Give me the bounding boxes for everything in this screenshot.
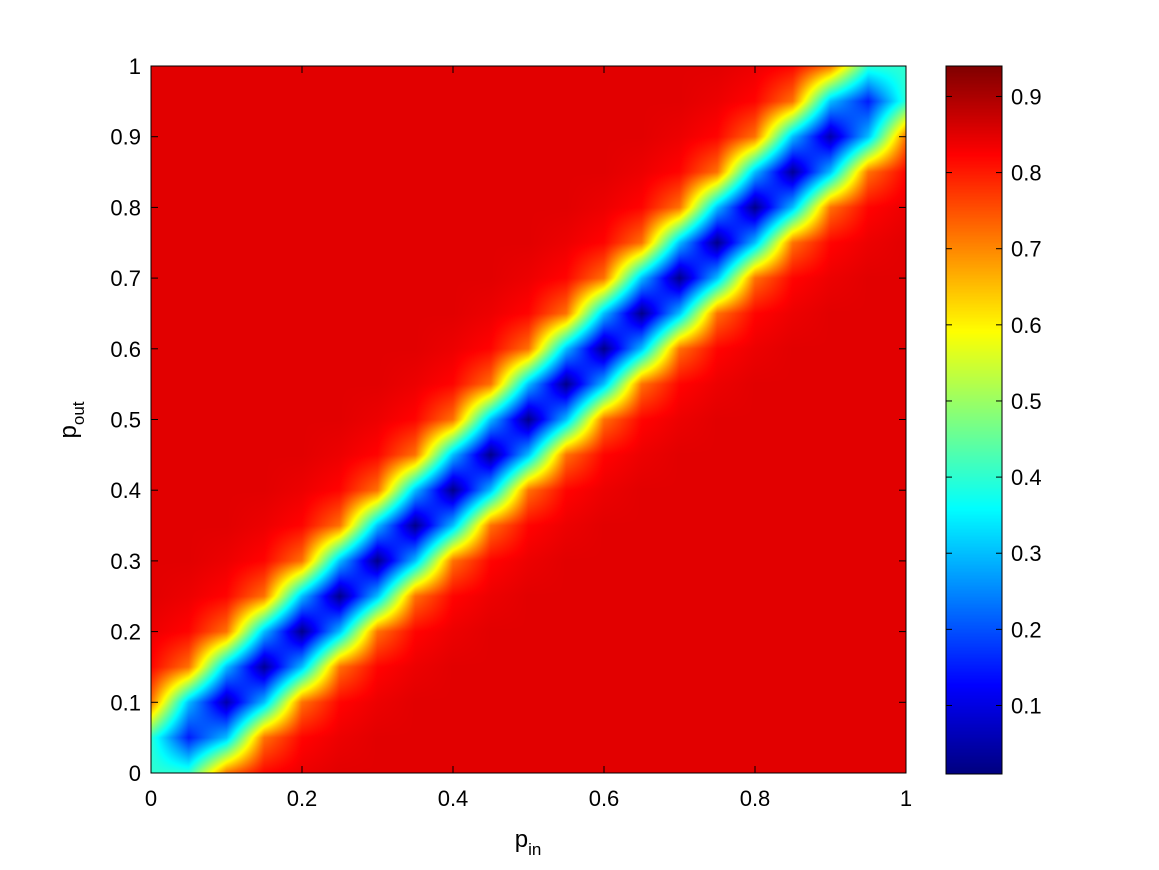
y-tick-label: 0.3 <box>110 549 141 574</box>
heatmap-plot: 0 0.2 0.4 0.6 0.8 1 0 0.1 0.2 0.3 0.4 0.5 0.6 0.7 0.8… <box>55 54 912 859</box>
y-axis: 0 0.1 0.2 0.3 0.4 0.5 0.6 0.7 0.8 0.9 1 <box>110 54 906 786</box>
y-tick-label: 0 <box>129 761 141 786</box>
colorbar-tick-label: 0.3 <box>1011 541 1042 566</box>
colorbar-tick-label: 0.1 <box>1011 693 1042 718</box>
y-tick-label: 0.6 <box>110 337 141 362</box>
x-tick-label: 0.6 <box>589 786 620 811</box>
colorbar-tick-label: 0.8 <box>1011 161 1042 186</box>
y-tick-label: 0.5 <box>110 408 141 433</box>
y-tick-label: 0.7 <box>110 266 141 291</box>
y-tick-label: 0.2 <box>110 620 141 645</box>
heatmap-surface <box>151 66 906 773</box>
colorbar-frame <box>945 65 1003 775</box>
x-tick-label: 0.4 <box>438 786 469 811</box>
colorbar-gradient <box>946 66 1002 774</box>
y-tick-label: 0.1 <box>110 690 141 715</box>
colorbar-tick-label: 0.6 <box>1011 313 1042 338</box>
x-tick-label: 1 <box>900 786 912 811</box>
colorbar-tick-label: 0.9 <box>1011 84 1042 109</box>
y-tick-label: 0.8 <box>110 195 141 220</box>
x-axis-label-main: p <box>515 826 528 853</box>
y-tick-label: 1 <box>129 54 141 79</box>
x-tick-label: 0 <box>145 786 157 811</box>
colorbar-tick-label: 0.5 <box>1011 389 1042 414</box>
x-tick-label: 0.2 <box>287 786 318 811</box>
y-axis-label: pout <box>55 401 88 438</box>
x-axis-label-subscript: in <box>528 840 541 859</box>
colorbar-tick-label: 0.2 <box>1011 617 1042 642</box>
colorbar-gradient-container <box>946 66 1002 774</box>
colorbar-tick-label: 0.7 <box>1011 237 1042 262</box>
x-tick-label: 0.8 <box>740 786 771 811</box>
heatmap-surface-container <box>151 66 906 773</box>
colorbar: 0.1 0.2 0.3 0.4 0.5 0.6 0.7 0.8 0.9 <box>945 65 1042 775</box>
y-axis-label-subscript: out <box>69 401 88 425</box>
x-axis: 0 0.2 0.4 0.6 0.8 1 <box>145 66 912 811</box>
x-axis-label: pin <box>515 826 542 859</box>
y-tick-label: 0.9 <box>110 125 141 150</box>
colorbar-ticks: 0.1 0.2 0.3 0.4 0.5 0.6 0.7 0.8 0.9 <box>946 84 1042 718</box>
y-axis-label-main: p <box>55 425 82 438</box>
colorbar-tick-label: 0.4 <box>1011 465 1042 490</box>
y-tick-label: 0.4 <box>110 478 141 503</box>
